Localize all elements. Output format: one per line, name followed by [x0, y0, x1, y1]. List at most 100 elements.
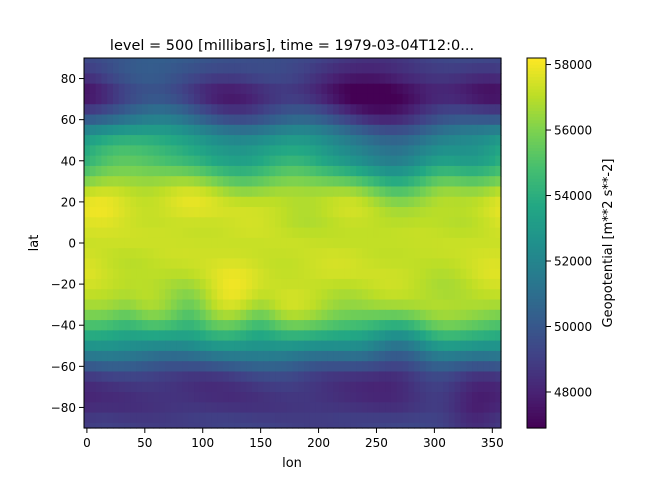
heatmap-cell [292, 350, 299, 362]
heatmap-cell [402, 248, 409, 260]
heatmap-cell [257, 268, 265, 280]
heatmap-cell [472, 83, 479, 95]
heatmap-cell [257, 217, 265, 229]
heatmap-cell [234, 155, 241, 167]
heatmap-cell [112, 412, 120, 424]
heatmap-cell [437, 196, 444, 208]
heatmap-cell [223, 330, 230, 342]
heatmap-cell [379, 278, 386, 290]
heatmap-cell [431, 392, 438, 403]
heatmap-cell [84, 258, 91, 270]
heatmap-cell [477, 155, 485, 167]
heatmap-cell [309, 227, 317, 239]
heatmap-cell [130, 217, 137, 229]
heatmap-cell [373, 330, 380, 342]
heatmap-cell [425, 392, 433, 403]
heatmap-cell [477, 392, 485, 403]
heatmap-cell [385, 93, 392, 105]
colorbar-segment [527, 236, 546, 241]
heatmap-cell [165, 217, 172, 229]
heatmap-cell [431, 227, 438, 239]
heatmap-cell [338, 422, 346, 429]
heatmap-cell [327, 83, 334, 95]
heatmap-cell [107, 422, 114, 429]
heatmap-cell [298, 73, 305, 85]
heatmap-cell [286, 227, 294, 239]
heatmap-cell [176, 361, 184, 373]
heatmap-cell [101, 165, 108, 177]
heatmap-cell [304, 299, 311, 311]
heatmap-cell [362, 330, 369, 342]
heatmap-cell [454, 289, 462, 301]
heatmap-cell [153, 268, 160, 280]
heatmap-cell [159, 155, 166, 167]
heatmap-cell [362, 217, 369, 229]
heatmap-cell [84, 361, 91, 373]
heatmap-cell [228, 350, 236, 362]
heatmap-cell [188, 114, 195, 126]
heatmap-cell [292, 248, 299, 260]
heatmap-cell [147, 186, 155, 198]
heatmap-cell [170, 135, 178, 146]
heatmap-cell [246, 237, 253, 249]
colorbar-segment [527, 206, 546, 210]
heatmap-cell [437, 299, 444, 311]
heatmap-cell [460, 196, 467, 208]
heatmap-cell [431, 114, 438, 126]
colorbar-segment [527, 64, 546, 68]
heatmap-cell [165, 237, 172, 249]
heatmap-cell [176, 58, 184, 64]
colorbar-segment [527, 116, 546, 121]
heatmap-cell [176, 93, 184, 105]
heatmap-cell [182, 104, 189, 116]
heatmap-cell [402, 422, 409, 429]
heatmap-cell [101, 73, 108, 85]
heatmap-cell [419, 392, 427, 403]
heatmap-cell [460, 63, 467, 75]
colorbar-segment [527, 298, 546, 303]
heatmap-cell [350, 309, 357, 321]
heatmap-cell [240, 237, 247, 249]
x-tick-label: 350 [481, 436, 504, 450]
heatmap-cell [460, 299, 467, 311]
heatmap-cell [327, 361, 334, 373]
heatmap-cell [153, 320, 160, 331]
heatmap-cell [356, 309, 363, 321]
heatmap-cell [118, 299, 126, 311]
heatmap-cell [414, 83, 421, 95]
heatmap-cell [414, 402, 421, 414]
heatmap-cell [153, 350, 160, 362]
heatmap-cell [321, 63, 328, 75]
heatmap-cell [269, 330, 276, 342]
heatmap-cell [489, 237, 496, 249]
heatmap-cell [228, 258, 236, 270]
heatmap-cell [304, 361, 311, 373]
heatmap-cell [419, 93, 427, 105]
heatmap-cell [141, 135, 149, 146]
heatmap-cell [159, 278, 166, 290]
heatmap-cell [251, 371, 259, 383]
heatmap-cell [286, 392, 294, 403]
heatmap-cell [390, 135, 398, 146]
heatmap-cell [477, 320, 485, 331]
heatmap-cell [147, 278, 155, 290]
heatmap-cell [136, 340, 143, 352]
heatmap-cell [419, 371, 427, 383]
heatmap-cell [107, 63, 114, 75]
heatmap-cell [437, 124, 444, 136]
heatmap-cell [315, 114, 323, 126]
heatmap-cell [130, 320, 137, 331]
heatmap-cell [130, 196, 137, 208]
heatmap-cell [112, 350, 120, 362]
heatmap-cell [194, 268, 201, 280]
heatmap-cell [460, 422, 467, 429]
heatmap-cell [344, 165, 352, 177]
heatmap-cell [414, 381, 421, 393]
heatmap-cell [402, 93, 409, 105]
heatmap-cell [263, 93, 270, 105]
heatmap-cell [379, 145, 386, 157]
heatmap-cell [333, 330, 340, 342]
heatmap-cell [350, 330, 357, 342]
heatmap-cell [124, 63, 131, 75]
heatmap-cell [188, 299, 195, 311]
